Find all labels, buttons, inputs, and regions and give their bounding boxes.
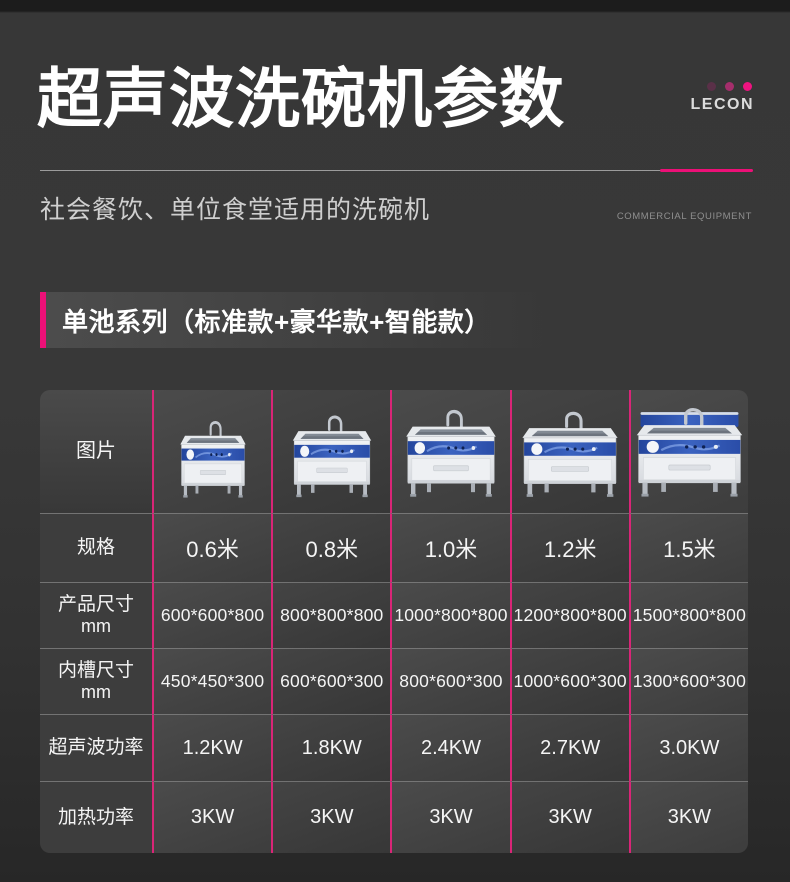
brand-tagline: COMMERCIAL EQUIPMENT <box>616 211 752 222</box>
table-cell-product-size: 600*600*800 <box>152 582 272 648</box>
spec-table-grid: 图片 规格 0.6米 0.8米 1.0米 1.2米 1.5米 产品尺寸 mm 6… <box>40 390 748 853</box>
table-cell-tank-size: 450*450*300 <box>152 648 272 714</box>
table-cell-heating-power: 3KW <box>152 781 272 853</box>
table-cell-ultrasonic-power: 1.2KW <box>152 714 272 781</box>
table-cell-tank-size: 1000*600*300 <box>509 648 629 714</box>
brand-logo-text: LECON <box>690 96 754 113</box>
page-subtitle: 社会餐饮、单位食堂适用的洗碗机 <box>40 196 431 224</box>
table-cell-tank-size: 800*600*300 <box>390 648 510 714</box>
table-cell-ultrasonic-power: 2.4KW <box>390 714 510 781</box>
dishwasher-0.8m-icon <box>291 415 373 499</box>
table-cell-image-1.0m <box>390 390 510 513</box>
table-cell-heating-power: 3KW <box>509 781 629 853</box>
table-cell-spec: 1.5米 <box>628 513 748 582</box>
brand-dots-decoration <box>707 82 752 91</box>
table-cell-heating-power: 3KW <box>628 781 748 853</box>
dishwasher-1.5m-icon <box>634 408 744 499</box>
dishwasher-1.0m-icon <box>404 409 498 499</box>
dot-icon <box>743 82 752 91</box>
row-label-tank-size: 内槽尺寸 mm <box>40 648 152 714</box>
row-label-spec: 规格 <box>40 513 152 582</box>
dot-icon <box>707 82 716 91</box>
table-cell-ultrasonic-power: 1.8KW <box>271 714 391 781</box>
row-label-image: 图片 <box>40 390 152 513</box>
row-label-heating-power: 加热功率 <box>40 781 152 853</box>
table-cell-spec: 0.6米 <box>152 513 272 582</box>
table-cell-product-size: 1500*800*800 <box>628 582 748 648</box>
dot-icon <box>725 82 734 91</box>
row-label-ultrasonic-power: 超声波功率 <box>40 714 152 781</box>
dishwasher-1.2m-icon <box>520 411 620 499</box>
table-cell-spec: 0.8米 <box>271 513 391 582</box>
table-cell-spec: 1.2米 <box>509 513 629 582</box>
spec-table: 图片 规格 0.6米 0.8米 1.0米 1.2米 1.5米 产品尺寸 mm 6… <box>40 390 748 853</box>
section-title: 单池系列（标准款+豪华款+智能款） <box>62 306 491 337</box>
table-cell-image-1.2m <box>509 390 629 513</box>
header-divider-accent <box>660 169 753 172</box>
row-label-product-size: 产品尺寸 mm <box>40 582 152 648</box>
table-cell-spec: 1.0米 <box>390 513 510 582</box>
table-cell-image-1.5m <box>628 390 748 513</box>
table-cell-product-size: 1000*800*800 <box>390 582 510 648</box>
table-cell-ultrasonic-power: 3.0KW <box>628 714 748 781</box>
row-label-tank-size-unit: mm <box>81 682 111 703</box>
row-label-product-size-unit: mm <box>81 616 111 637</box>
table-cell-product-size: 800*800*800 <box>271 582 391 648</box>
table-cell-heating-power: 3KW <box>271 781 391 853</box>
header-divider-line <box>40 170 662 171</box>
table-cell-tank-size: 1300*600*300 <box>628 648 748 714</box>
section-accent-bar <box>40 292 46 348</box>
row-label-tank-size-text: 内槽尺寸 <box>57 660 134 682</box>
table-cell-heating-power: 3KW <box>390 781 510 853</box>
table-cell-image-0.8m <box>271 390 391 513</box>
row-label-product-size-text: 产品尺寸 <box>57 594 134 616</box>
section-title-background: 单池系列（标准款+豪华款+智能款） <box>46 292 600 348</box>
series-section-header: 单池系列（标准款+豪华款+智能款） <box>40 292 600 348</box>
table-cell-product-size: 1200*800*800 <box>509 582 629 648</box>
table-cell-ultrasonic-power: 2.7KW <box>509 714 629 781</box>
table-cell-tank-size: 600*600*300 <box>271 648 391 714</box>
dishwasher-0.6m-icon <box>178 420 247 500</box>
page-title: 超声波洗碗机参数 <box>37 62 566 135</box>
table-cell-image-0.6m <box>152 390 272 513</box>
